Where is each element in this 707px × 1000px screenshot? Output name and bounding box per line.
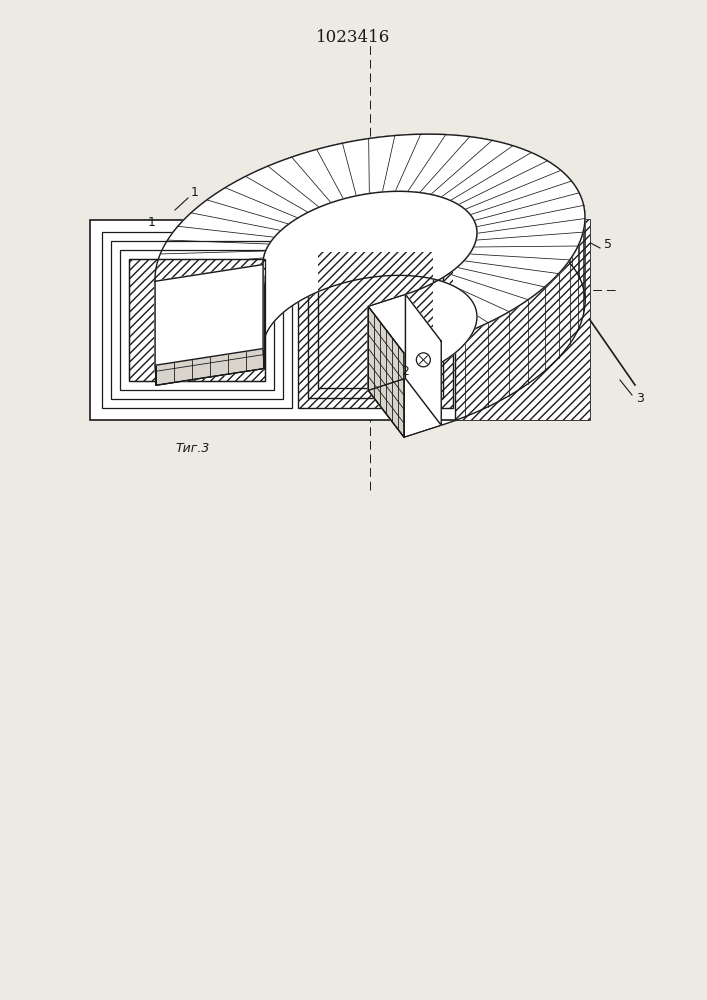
Text: 1023416: 1023416 <box>316 29 390 46</box>
Bar <box>129 259 265 381</box>
Bar <box>455 220 590 420</box>
Bar <box>298 232 453 408</box>
Bar <box>455 220 590 420</box>
Bar <box>102 232 292 408</box>
Text: 4: 4 <box>331 186 339 198</box>
Polygon shape <box>368 378 441 437</box>
Bar <box>120 250 274 390</box>
Polygon shape <box>368 306 404 437</box>
Polygon shape <box>155 265 264 301</box>
Bar <box>318 252 433 388</box>
Bar <box>318 252 433 388</box>
Polygon shape <box>155 349 264 385</box>
Bar <box>129 259 265 381</box>
Polygon shape <box>263 191 477 378</box>
Text: 1: 1 <box>191 186 199 198</box>
Polygon shape <box>368 294 441 353</box>
Bar <box>111 241 283 399</box>
Bar <box>298 232 453 408</box>
Circle shape <box>416 353 431 367</box>
Polygon shape <box>405 294 441 425</box>
Polygon shape <box>155 265 263 365</box>
Text: 3: 3 <box>444 326 452 338</box>
Polygon shape <box>263 265 264 369</box>
Polygon shape <box>155 134 585 341</box>
Polygon shape <box>368 294 405 390</box>
Text: 1: 1 <box>148 216 156 229</box>
Polygon shape <box>155 281 156 385</box>
Bar <box>308 242 443 398</box>
Text: 4: 4 <box>134 263 142 276</box>
Text: 3: 3 <box>636 391 644 404</box>
Bar <box>308 242 443 398</box>
Text: 2: 2 <box>402 365 409 378</box>
Polygon shape <box>404 341 441 437</box>
Text: Τиг.2: Τиг.2 <box>436 367 469 380</box>
Polygon shape <box>156 285 264 385</box>
Bar <box>90 220 590 420</box>
Text: 5: 5 <box>604 238 612 251</box>
Polygon shape <box>155 134 585 425</box>
Text: Τиг.3: Τиг.3 <box>175 442 209 454</box>
